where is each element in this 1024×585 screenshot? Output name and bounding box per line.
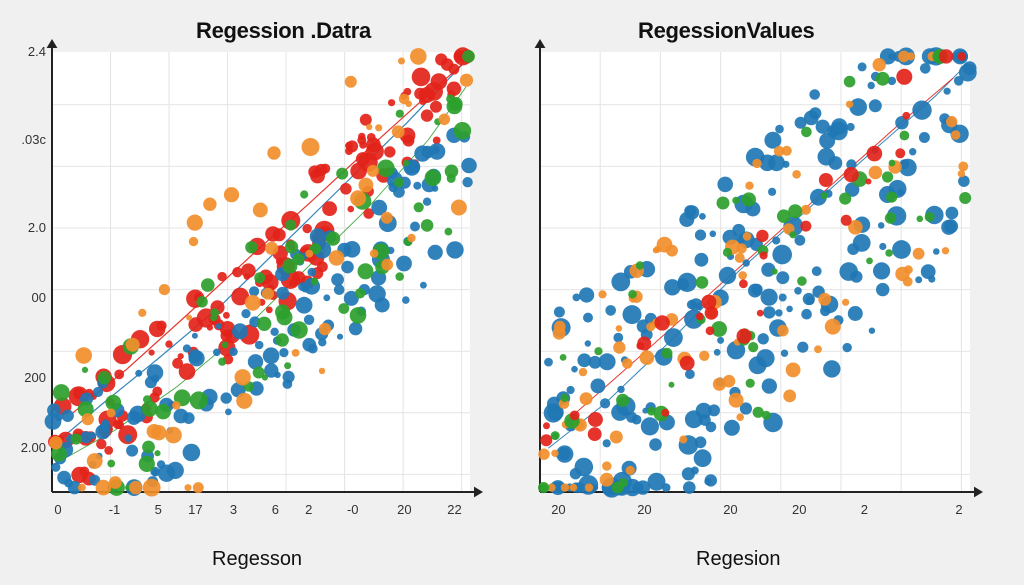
x-tick-label: -1 bbox=[109, 502, 121, 517]
y-tick-label: 2.00 bbox=[21, 440, 46, 455]
x-tick-label: -0 bbox=[347, 502, 359, 517]
y-tick-label: 200 bbox=[24, 370, 46, 385]
y-tick-label: .03c bbox=[21, 132, 46, 147]
right-x-axis-label: Regesion bbox=[696, 548, 781, 571]
x-tick-label: 6 bbox=[272, 502, 279, 517]
x-tick-label: 0 bbox=[54, 502, 61, 517]
x-tick-label: 2 bbox=[955, 502, 962, 517]
chart-svg bbox=[0, 0, 1024, 585]
x-tick-label: 17 bbox=[188, 502, 202, 517]
x-tick-label: 20 bbox=[723, 502, 737, 517]
x-tick-label: 2 bbox=[305, 502, 312, 517]
x-tick-label: 2 bbox=[861, 502, 868, 517]
x-tick-label: 20 bbox=[551, 502, 565, 517]
y-tick-label: 2.0 bbox=[28, 220, 46, 235]
right-chart-title: RegessionValues bbox=[638, 18, 814, 44]
x-tick-label: 5 bbox=[155, 502, 162, 517]
x-tick-label: 20 bbox=[792, 502, 806, 517]
y-tick-label: 2.4 bbox=[28, 44, 46, 59]
x-tick-label: 20 bbox=[637, 502, 651, 517]
x-tick-label: 22 bbox=[447, 502, 461, 517]
x-tick-label: 3 bbox=[230, 502, 237, 517]
y-tick-label: 00 bbox=[32, 290, 46, 305]
left-x-axis-label: Regesson bbox=[212, 548, 302, 571]
chart-pair: Regession .Datra RegessionValues Regesso… bbox=[0, 0, 1024, 585]
x-tick-label: 20 bbox=[397, 502, 411, 517]
left-chart-title: Regession .Datra bbox=[196, 18, 371, 44]
